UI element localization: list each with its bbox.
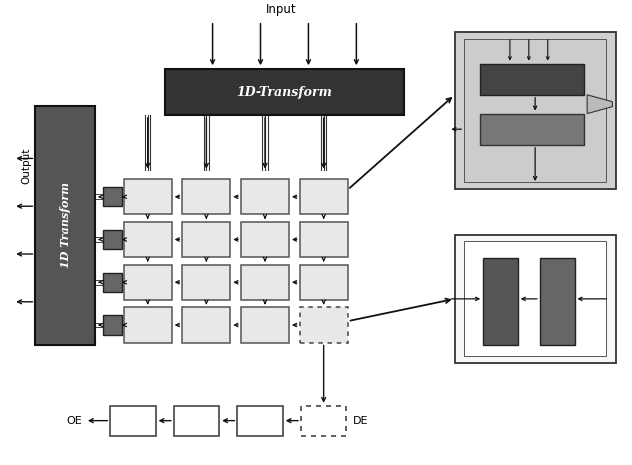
Text: Input: Input: [266, 3, 296, 16]
Text: 1D-Transform: 1D-Transform: [236, 86, 332, 99]
Bar: [110, 405, 155, 436]
Text: DE: DE: [353, 416, 368, 425]
Bar: [238, 405, 283, 436]
Bar: [540, 258, 574, 345]
Bar: [300, 179, 348, 214]
Bar: [464, 241, 606, 356]
Polygon shape: [587, 95, 612, 113]
Bar: [124, 222, 172, 257]
Bar: [464, 39, 606, 182]
Bar: [103, 187, 122, 206]
Bar: [241, 307, 289, 343]
Bar: [480, 64, 584, 95]
Bar: [182, 307, 231, 343]
Bar: [480, 113, 584, 145]
Bar: [174, 405, 219, 436]
Bar: [35, 106, 95, 345]
Text: Output: Output: [21, 147, 31, 184]
Bar: [103, 230, 122, 249]
Bar: [103, 272, 122, 292]
Bar: [300, 307, 348, 343]
Bar: [483, 258, 518, 345]
Bar: [300, 222, 348, 257]
Bar: [182, 222, 231, 257]
Bar: [241, 265, 289, 300]
Bar: [103, 315, 122, 335]
Text: 1D Transform: 1D Transform: [60, 182, 71, 268]
Bar: [165, 69, 404, 115]
Bar: [455, 234, 616, 363]
Bar: [124, 307, 172, 343]
Bar: [182, 265, 231, 300]
Bar: [124, 179, 172, 214]
Bar: [455, 32, 616, 189]
Bar: [124, 265, 172, 300]
Bar: [241, 222, 289, 257]
Bar: [300, 265, 348, 300]
Bar: [182, 179, 231, 214]
Bar: [241, 179, 289, 214]
Text: OE: OE: [66, 416, 82, 425]
Bar: [301, 405, 346, 436]
